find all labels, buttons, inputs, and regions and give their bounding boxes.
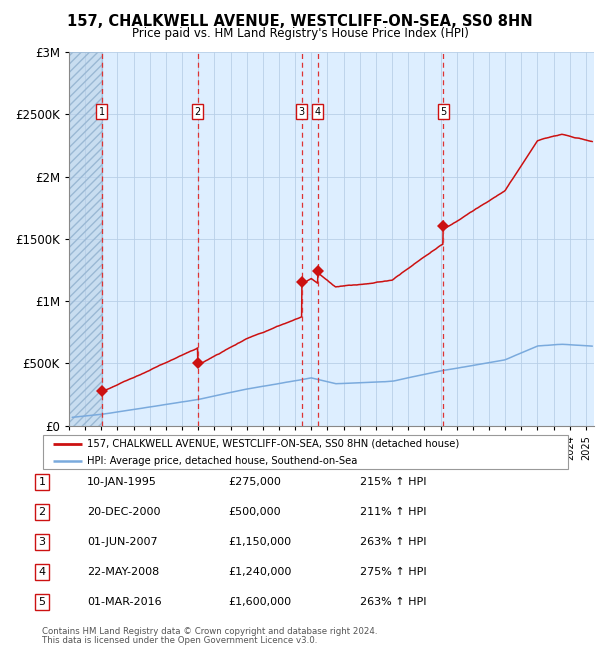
Text: £1,600,000: £1,600,000 [228, 597, 291, 607]
Text: 1: 1 [99, 107, 105, 117]
Text: 263% ↑ HPI: 263% ↑ HPI [360, 597, 427, 607]
Text: 4: 4 [38, 567, 46, 577]
Bar [69, 52, 102, 426]
Text: £1,240,000: £1,240,000 [228, 567, 292, 577]
Text: 211% ↑ HPI: 211% ↑ HPI [360, 507, 427, 517]
Text: 01-JUN-2007: 01-JUN-2007 [87, 537, 158, 547]
Text: 2: 2 [194, 107, 201, 117]
Text: Price paid vs. HM Land Registry's House Price Index (HPI): Price paid vs. HM Land Registry's House … [131, 27, 469, 40]
Text: 3: 3 [299, 107, 305, 117]
Text: 10-JAN-1995: 10-JAN-1995 [87, 477, 157, 488]
Text: 275% ↑ HPI: 275% ↑ HPI [360, 567, 427, 577]
FancyBboxPatch shape [43, 436, 568, 469]
Text: 01-MAR-2016: 01-MAR-2016 [87, 597, 161, 607]
Text: 2: 2 [38, 507, 46, 517]
Text: 263% ↑ HPI: 263% ↑ HPI [360, 537, 427, 547]
Text: £500,000: £500,000 [228, 507, 281, 517]
Text: 1: 1 [38, 477, 46, 488]
Bar [69, 52, 102, 426]
Text: 5: 5 [38, 597, 46, 607]
Text: 157, CHALKWELL AVENUE, WESTCLIFF-ON-SEA, SS0 8HN: 157, CHALKWELL AVENUE, WESTCLIFF-ON-SEA,… [67, 14, 533, 29]
Text: 5: 5 [440, 107, 446, 117]
Text: 215% ↑ HPI: 215% ↑ HPI [360, 477, 427, 488]
Text: 3: 3 [38, 537, 46, 547]
Text: £1,150,000: £1,150,000 [228, 537, 291, 547]
Text: HPI: Average price, detached house, Southend-on-Sea: HPI: Average price, detached house, Sout… [87, 456, 357, 466]
Text: Contains HM Land Registry data © Crown copyright and database right 2024.: Contains HM Land Registry data © Crown c… [42, 627, 377, 636]
Text: This data is licensed under the Open Government Licence v3.0.: This data is licensed under the Open Gov… [42, 636, 317, 645]
Text: 22-MAY-2008: 22-MAY-2008 [87, 567, 159, 577]
Text: 157, CHALKWELL AVENUE, WESTCLIFF-ON-SEA, SS0 8HN (detached house): 157, CHALKWELL AVENUE, WESTCLIFF-ON-SEA,… [87, 439, 459, 448]
Text: 20-DEC-2000: 20-DEC-2000 [87, 507, 161, 517]
Text: £275,000: £275,000 [228, 477, 281, 488]
Text: 4: 4 [314, 107, 320, 117]
